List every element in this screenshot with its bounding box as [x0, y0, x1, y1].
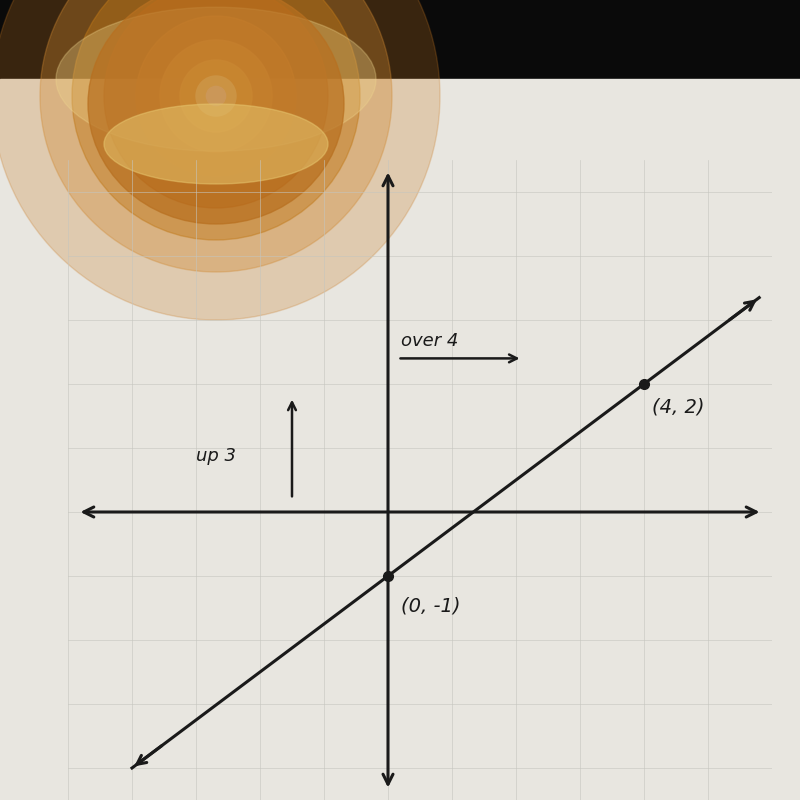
Text: up 3: up 3 — [196, 446, 236, 465]
Bar — [0, 0, 800, 176]
Circle shape — [40, 0, 392, 272]
Circle shape — [206, 86, 226, 106]
Circle shape — [196, 76, 236, 116]
Ellipse shape — [88, 0, 344, 224]
Ellipse shape — [56, 7, 376, 151]
Ellipse shape — [104, 104, 328, 184]
Text: (0, -1): (0, -1) — [401, 596, 460, 615]
Text: over 4: over 4 — [401, 331, 458, 350]
Circle shape — [136, 16, 296, 176]
Circle shape — [160, 40, 272, 152]
Circle shape — [72, 0, 360, 240]
Circle shape — [0, 0, 440, 320]
Circle shape — [180, 60, 252, 132]
Circle shape — [104, 0, 328, 208]
Text: (4, 2): (4, 2) — [652, 398, 704, 417]
